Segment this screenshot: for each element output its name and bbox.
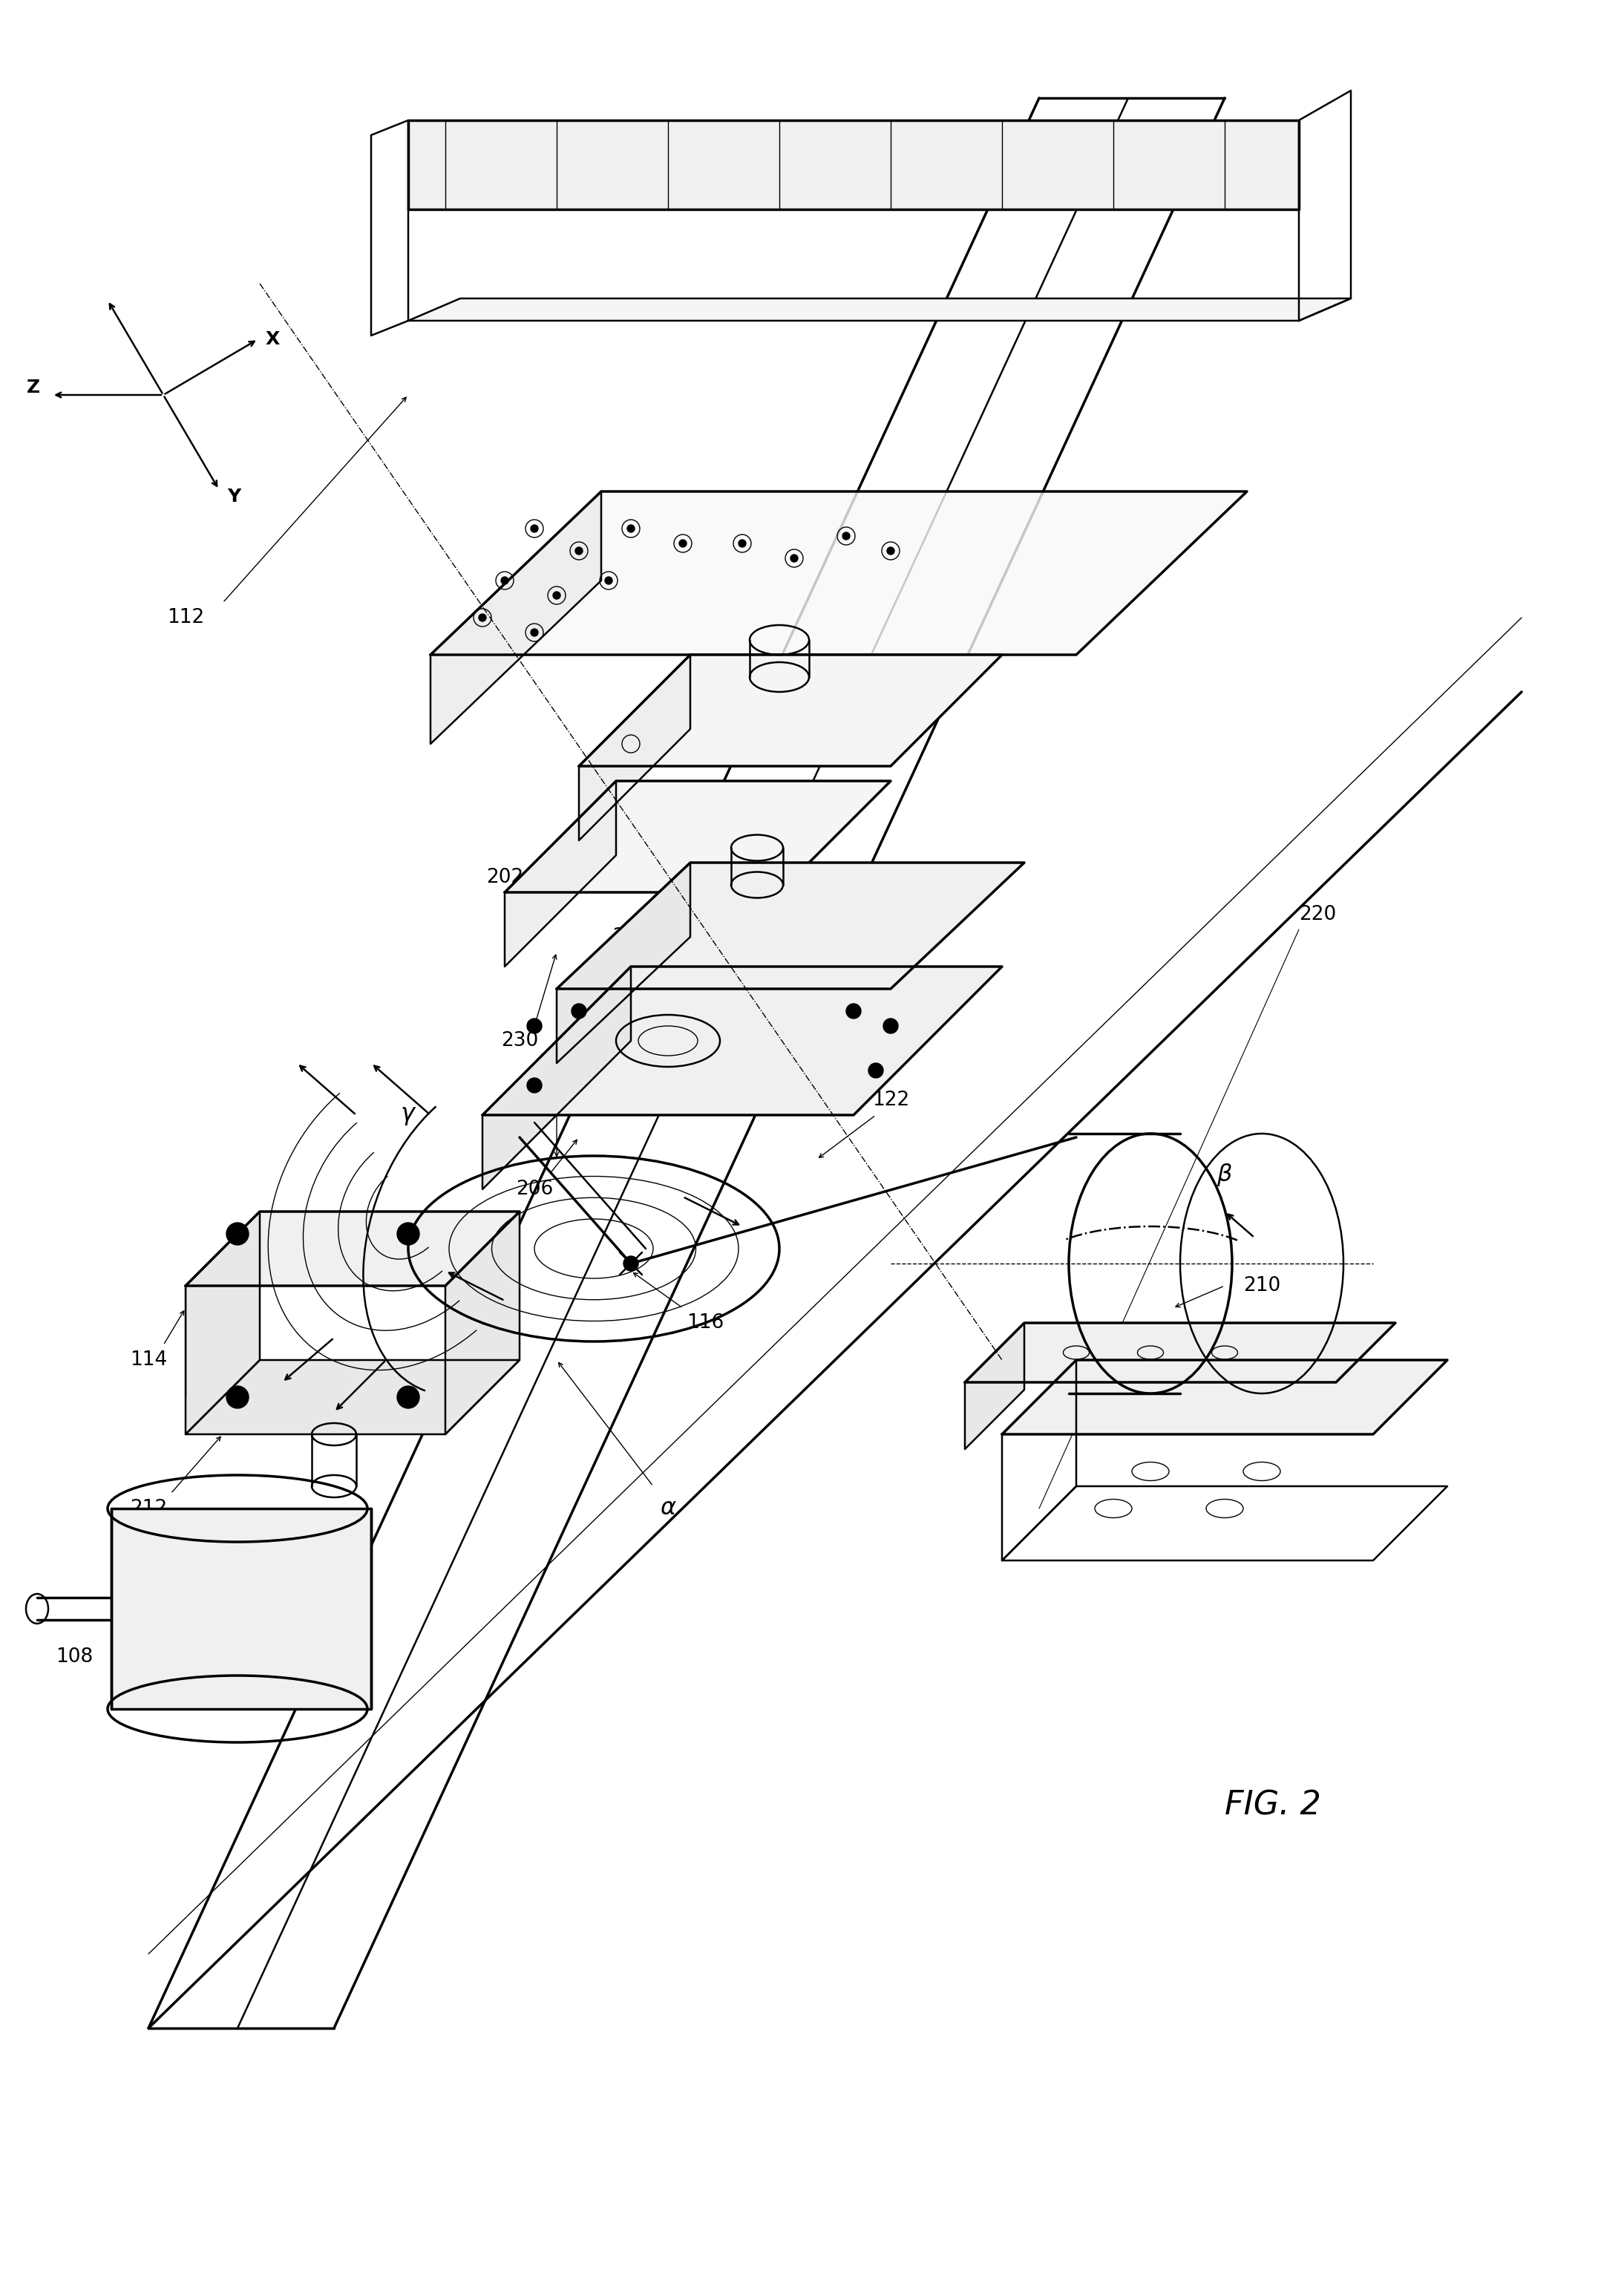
- Circle shape: [846, 1004, 861, 1018]
- Text: 212: 212: [130, 1499, 167, 1519]
- Text: 202: 202: [486, 867, 523, 888]
- Text: $\gamma$: $\gamma$: [400, 1103, 416, 1126]
- Circle shape: [531, 524, 538, 533]
- Polygon shape: [557, 863, 690, 1064]
- Polygon shape: [578, 654, 690, 840]
- Polygon shape: [1002, 1359, 1447, 1435]
- Text: $\alpha$: $\alpha$: [659, 1496, 677, 1519]
- Circle shape: [739, 540, 745, 547]
- Polygon shape: [445, 1213, 520, 1435]
- Polygon shape: [408, 297, 1351, 320]
- Polygon shape: [482, 966, 630, 1190]
- Circle shape: [679, 540, 687, 547]
- Text: 116: 116: [687, 1313, 724, 1332]
- Circle shape: [502, 577, 508, 583]
- Text: 114: 114: [130, 1350, 167, 1371]
- Circle shape: [869, 1064, 883, 1078]
- Circle shape: [226, 1387, 248, 1409]
- Circle shape: [791, 554, 797, 563]
- Circle shape: [843, 533, 849, 540]
- Circle shape: [226, 1222, 248, 1245]
- Circle shape: [398, 1387, 419, 1409]
- Polygon shape: [185, 1213, 260, 1435]
- Polygon shape: [557, 863, 1025, 988]
- Text: 122: 122: [872, 1091, 909, 1110]
- Text: 230: 230: [500, 1032, 538, 1050]
- Text: 108: 108: [55, 1647, 93, 1666]
- Polygon shape: [430, 492, 1247, 654]
- Polygon shape: [965, 1322, 1025, 1448]
- Text: 210: 210: [1242, 1277, 1280, 1295]
- Circle shape: [604, 577, 612, 583]
- Polygon shape: [185, 1213, 520, 1286]
- Text: 220: 220: [1299, 906, 1337, 924]
- Polygon shape: [430, 492, 601, 744]
- Polygon shape: [578, 654, 1002, 766]
- Text: $\beta$: $\beta$: [1216, 1162, 1233, 1187]
- Polygon shape: [185, 1359, 520, 1435]
- Text: 208: 208: [390, 1403, 427, 1421]
- Circle shape: [575, 547, 583, 554]
- Circle shape: [479, 613, 486, 622]
- Polygon shape: [482, 966, 1002, 1114]
- Polygon shape: [408, 121, 1299, 208]
- Circle shape: [526, 1078, 542, 1094]
- Text: 230: 230: [612, 927, 650, 947]
- Text: FIG. 2: FIG. 2: [1224, 1789, 1320, 1821]
- Circle shape: [624, 1256, 638, 1270]
- Text: 112: 112: [167, 609, 205, 627]
- Text: 118: 118: [538, 1052, 575, 1073]
- Circle shape: [883, 1018, 898, 1034]
- Polygon shape: [965, 1322, 1395, 1382]
- Circle shape: [531, 629, 538, 636]
- Text: Z: Z: [26, 378, 41, 396]
- Text: X: X: [266, 329, 279, 348]
- Text: 204: 204: [612, 1052, 650, 1073]
- Circle shape: [552, 593, 560, 599]
- Circle shape: [627, 524, 635, 533]
- Polygon shape: [505, 780, 890, 892]
- Text: Y: Y: [227, 487, 240, 506]
- Circle shape: [526, 1018, 542, 1034]
- Text: 206: 206: [516, 1181, 554, 1199]
- Circle shape: [887, 547, 895, 554]
- Polygon shape: [112, 1508, 372, 1709]
- Circle shape: [398, 1222, 419, 1245]
- Polygon shape: [505, 780, 615, 966]
- Circle shape: [572, 1004, 586, 1018]
